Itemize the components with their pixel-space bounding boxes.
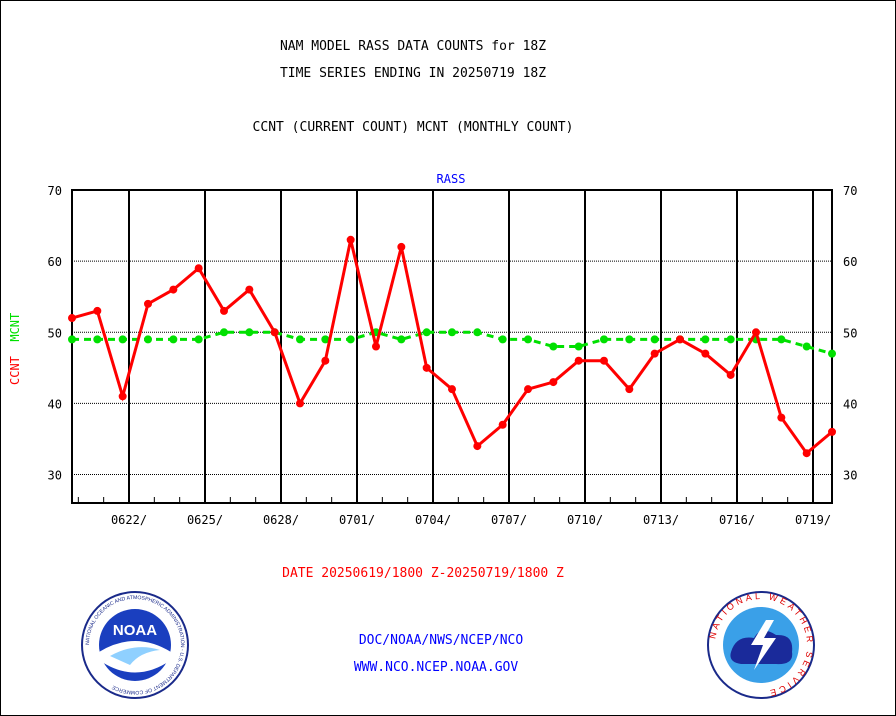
chart-title-line1: NAM MODEL RASS DATA COUNTS for 18Z <box>279 39 547 54</box>
data-point-mcnt <box>296 335 304 344</box>
y-tick-label-left: 30 <box>48 469 62 483</box>
data-point-ccnt <box>625 385 634 394</box>
x-tick-label: 0701/ <box>339 513 375 527</box>
data-point-ccnt <box>676 335 684 344</box>
data-point-mcnt <box>220 328 228 337</box>
data-point-mcnt <box>68 335 76 344</box>
data-point-mcnt <box>574 342 583 351</box>
data-point-mcnt <box>245 328 254 337</box>
data-point-mcnt <box>93 335 102 344</box>
chart-title-line2: TIME SERIES ENDING IN 20250719 18Z <box>279 66 547 81</box>
data-point-mcnt <box>194 335 203 344</box>
x-tick-label: 0707/ <box>491 513 527 527</box>
data-point-ccnt <box>346 235 355 244</box>
data-point-ccnt <box>802 449 811 458</box>
data-point-mcnt <box>701 335 710 344</box>
data-point-ccnt <box>777 413 786 422</box>
x-tick-label: 0713/ <box>643 513 679 527</box>
data-point-ccnt <box>549 378 558 387</box>
data-point-mcnt <box>600 335 608 344</box>
org-path-link[interactable]: DOC/NOAA/NWS/NCEP/NCO <box>358 633 524 648</box>
x-tick-label: 0622/ <box>111 513 147 527</box>
y-tick-label-right: 50 <box>843 326 857 340</box>
data-point-ccnt <box>270 328 279 337</box>
y-tick-label-right: 70 <box>843 184 857 198</box>
noaa-logo-text: NOAA <box>113 622 157 639</box>
plot-title-rass: RASS <box>436 172 466 186</box>
data-point-ccnt <box>524 385 532 394</box>
data-point-ccnt <box>498 420 507 429</box>
data-point-mcnt <box>397 335 406 344</box>
chart-subtitle: CCNT (CURRENT COUNT) MCNT (MONTHLY COUNT… <box>252 120 574 135</box>
data-point-ccnt <box>245 285 254 294</box>
data-point-ccnt <box>574 356 583 365</box>
data-point-ccnt <box>752 328 760 337</box>
data-point-ccnt <box>828 427 836 436</box>
data-point-ccnt <box>372 342 380 351</box>
y-tick-label-left: 40 <box>48 397 62 411</box>
data-point-ccnt <box>194 264 203 273</box>
data-point-mcnt <box>118 335 127 344</box>
data-point-ccnt <box>422 363 431 372</box>
data-point-mcnt <box>726 335 735 344</box>
x-tick-label: 0716/ <box>719 513 755 527</box>
x-tick-label: 0710/ <box>567 513 603 527</box>
x-tick-label: 0719/ <box>795 513 831 527</box>
y-tick-label-left: 70 <box>48 184 62 198</box>
plot-border <box>71 189 833 504</box>
nws-logo: NATIONAL WEATHER SERVICE <box>707 591 815 699</box>
date-range-label: DATE 20250619/1800 Z-20250719/1800 Z <box>282 566 564 581</box>
data-point-ccnt <box>650 349 659 358</box>
data-point-mcnt <box>828 349 836 358</box>
data-point-mcnt <box>802 342 811 351</box>
data-point-mcnt <box>625 335 634 344</box>
y-tick-label-right: 30 <box>843 469 857 483</box>
x-tick-label: 0628/ <box>263 513 299 527</box>
y-tick-label-right: 60 <box>843 255 857 269</box>
data-point-mcnt <box>321 335 330 344</box>
data-point-mcnt <box>498 335 507 344</box>
data-point-ccnt <box>701 349 710 358</box>
data-point-mcnt <box>777 335 786 344</box>
data-point-ccnt <box>144 299 152 308</box>
data-point-mcnt <box>524 335 532 344</box>
data-point-ccnt <box>397 242 406 251</box>
y-tick-label-left: 60 <box>48 255 62 269</box>
noaa-logo: NOAA NATIONAL OCEANIC AND ATMOSPHERIC AD… <box>81 591 189 699</box>
data-point-mcnt <box>549 342 558 351</box>
data-point-ccnt <box>448 385 456 394</box>
data-point-mcnt <box>473 328 482 337</box>
data-point-ccnt <box>93 306 102 315</box>
data-point-mcnt <box>144 335 152 344</box>
data-point-ccnt <box>68 314 76 323</box>
data-point-mcnt <box>650 335 659 344</box>
data-point-ccnt <box>726 370 735 379</box>
data-point-mcnt <box>422 328 431 337</box>
data-point-ccnt <box>169 285 178 294</box>
y-tick-label-left: 50 <box>48 326 62 340</box>
data-point-ccnt <box>296 399 304 408</box>
data-point-mcnt <box>169 335 178 344</box>
data-point-mcnt <box>448 328 456 337</box>
data-point-ccnt <box>321 356 330 365</box>
website-link[interactable]: WWW.NCO.NCEP.NOAA.GOV <box>353 660 519 675</box>
data-point-ccnt <box>473 442 482 451</box>
y-tick-label-right: 40 <box>843 397 857 411</box>
data-point-ccnt <box>220 306 228 315</box>
series-line-ccnt <box>71 239 833 456</box>
x-tick-label: 0625/ <box>187 513 223 527</box>
data-point-ccnt <box>118 392 127 401</box>
data-point-ccnt <box>600 356 608 365</box>
data-point-mcnt <box>346 335 355 344</box>
x-tick-label: 0704/ <box>415 513 451 527</box>
